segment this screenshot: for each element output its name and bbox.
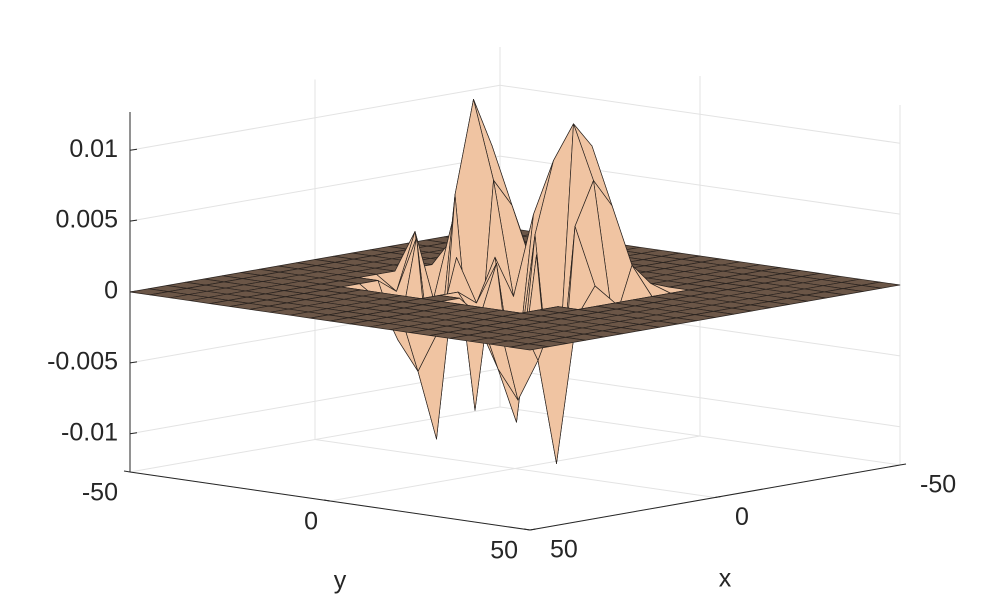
x-axis-label: x <box>719 565 732 593</box>
y-tick <box>323 499 331 502</box>
x-tick <box>899 463 907 466</box>
y-tick-label: 50 <box>490 537 518 565</box>
surface <box>129 99 901 464</box>
axes <box>123 112 907 531</box>
y-tick <box>523 528 531 531</box>
z-tick <box>129 432 138 435</box>
x-tick <box>529 528 537 531</box>
x-tick-label: 0 <box>735 503 749 531</box>
z-tick-label: 0.01 <box>69 135 118 163</box>
x-tick <box>714 496 722 498</box>
x-tick-label: 50 <box>550 536 578 564</box>
surface-patch <box>509 343 549 351</box>
z-tick-label: -0.01 <box>61 418 118 446</box>
z-tick-label: 0 <box>104 277 118 305</box>
y-tick <box>123 470 131 473</box>
labels: y x -0.01 -0.005 0 0.005 0.01 -50 0 50 -50 0 50 <box>47 135 956 595</box>
z-tick <box>129 361 138 364</box>
z-tick-label: -0.005 <box>47 347 118 375</box>
y-axis-label: y <box>334 567 347 595</box>
grid-line <box>329 435 701 502</box>
y-tick-label: 0 <box>304 508 318 536</box>
z-tick <box>129 219 138 222</box>
z-tick-label: 0.005 <box>55 206 118 234</box>
y-tick-label: -50 <box>82 479 118 507</box>
z-tick <box>129 148 138 151</box>
x-tick-label: -50 <box>920 471 956 499</box>
